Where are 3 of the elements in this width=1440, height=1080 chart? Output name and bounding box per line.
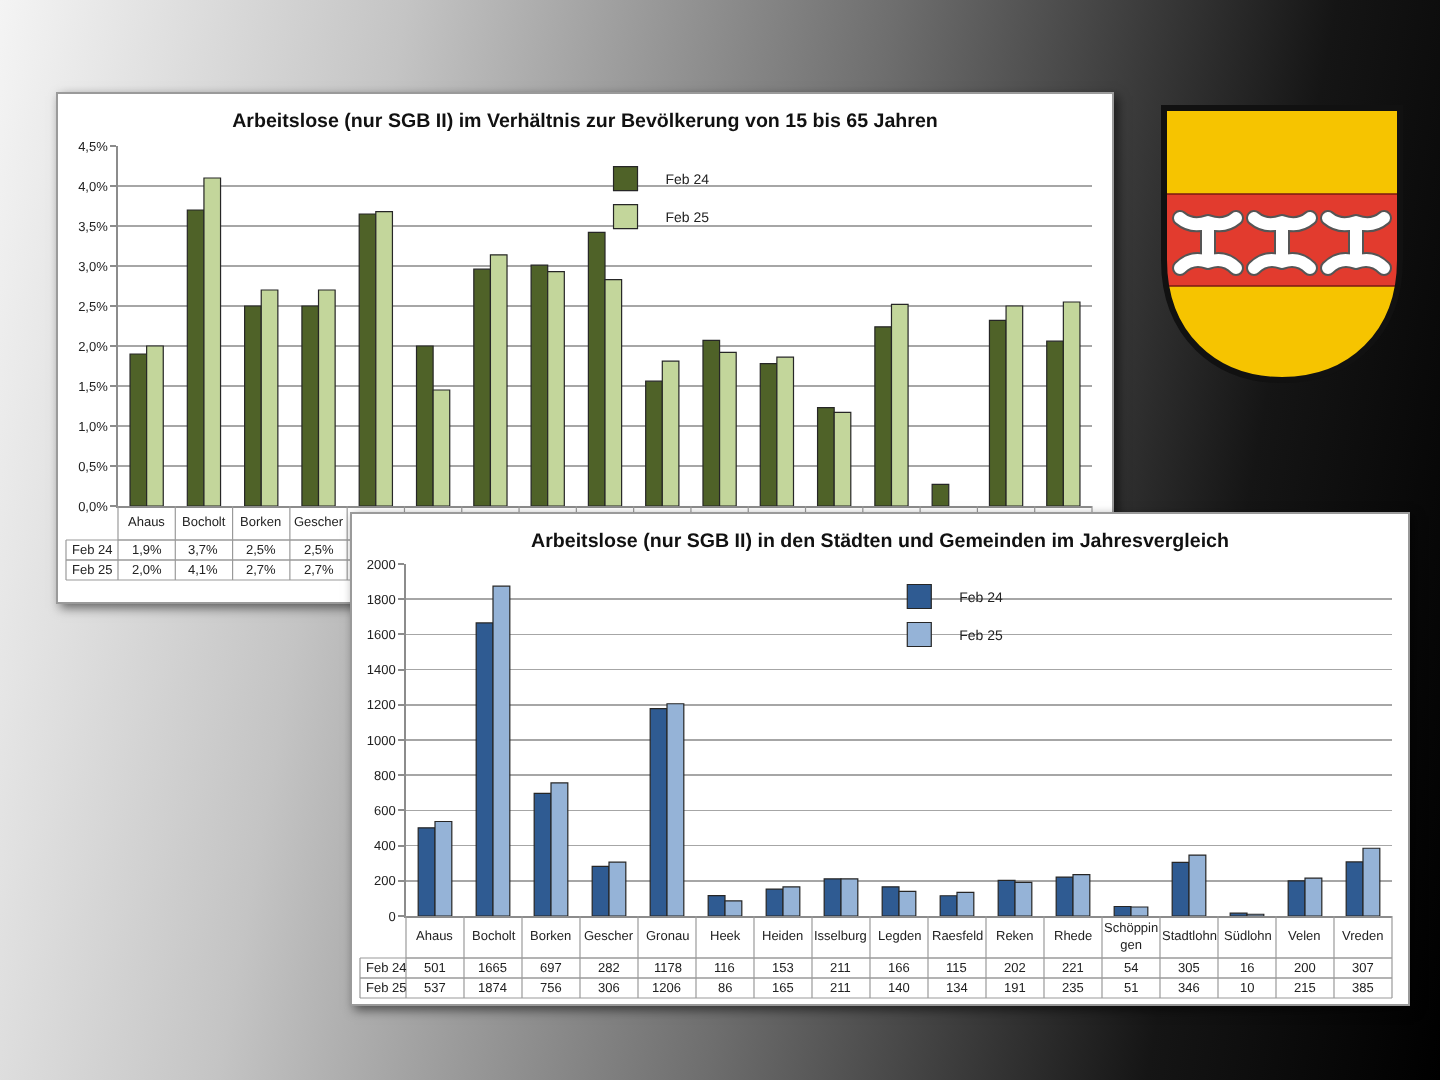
chart-title: Arbeitslose (nur SGB II) in den Städten und Gemeinden im Jahresvergleich [531, 530, 1229, 553]
bar [931, 483, 950, 506]
chart-title: Arbeitslose (nur SGB II) im Verhältnis zur Bevölkerung von 15 bis 65 Jahren [232, 110, 938, 133]
